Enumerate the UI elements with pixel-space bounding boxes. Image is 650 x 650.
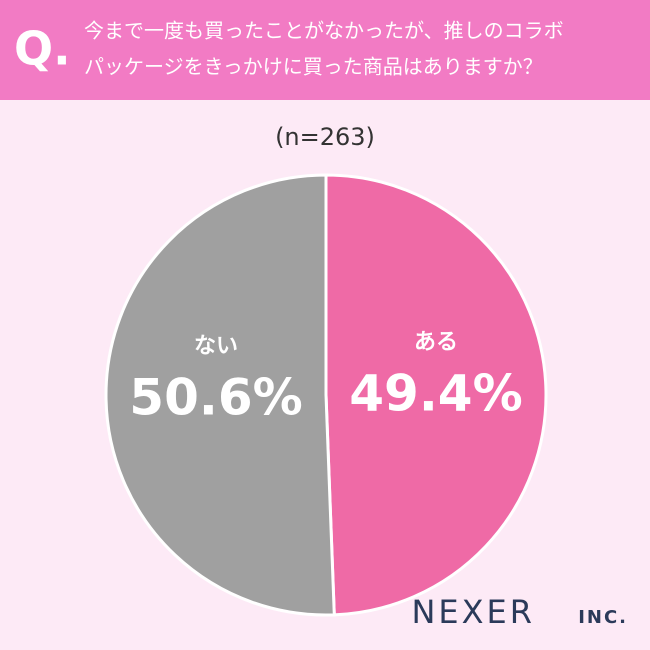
subtitle: (n=263) xyxy=(275,123,375,151)
brand-logo: NEXER xyxy=(411,593,535,631)
slice-category-label: ある xyxy=(414,330,458,355)
title-line: パッケージをきっかけに買った商品はありますか？ xyxy=(84,55,543,79)
header-band xyxy=(0,0,650,100)
question-mark: Q. xyxy=(14,22,71,76)
pie-slice xyxy=(324,173,548,617)
brand-suffix: INC. xyxy=(578,607,628,628)
pie: ある 49.4% ない 50.6% xyxy=(104,173,548,617)
pie-slice xyxy=(104,173,336,617)
slice-category-label: ない xyxy=(194,334,238,359)
slice-value-label: 49.4% xyxy=(349,364,522,422)
slice-value-label: 50.6% xyxy=(129,369,302,427)
title-line: 今まで一度も買ったことがなかったが、推しのコラボ xyxy=(84,19,564,43)
